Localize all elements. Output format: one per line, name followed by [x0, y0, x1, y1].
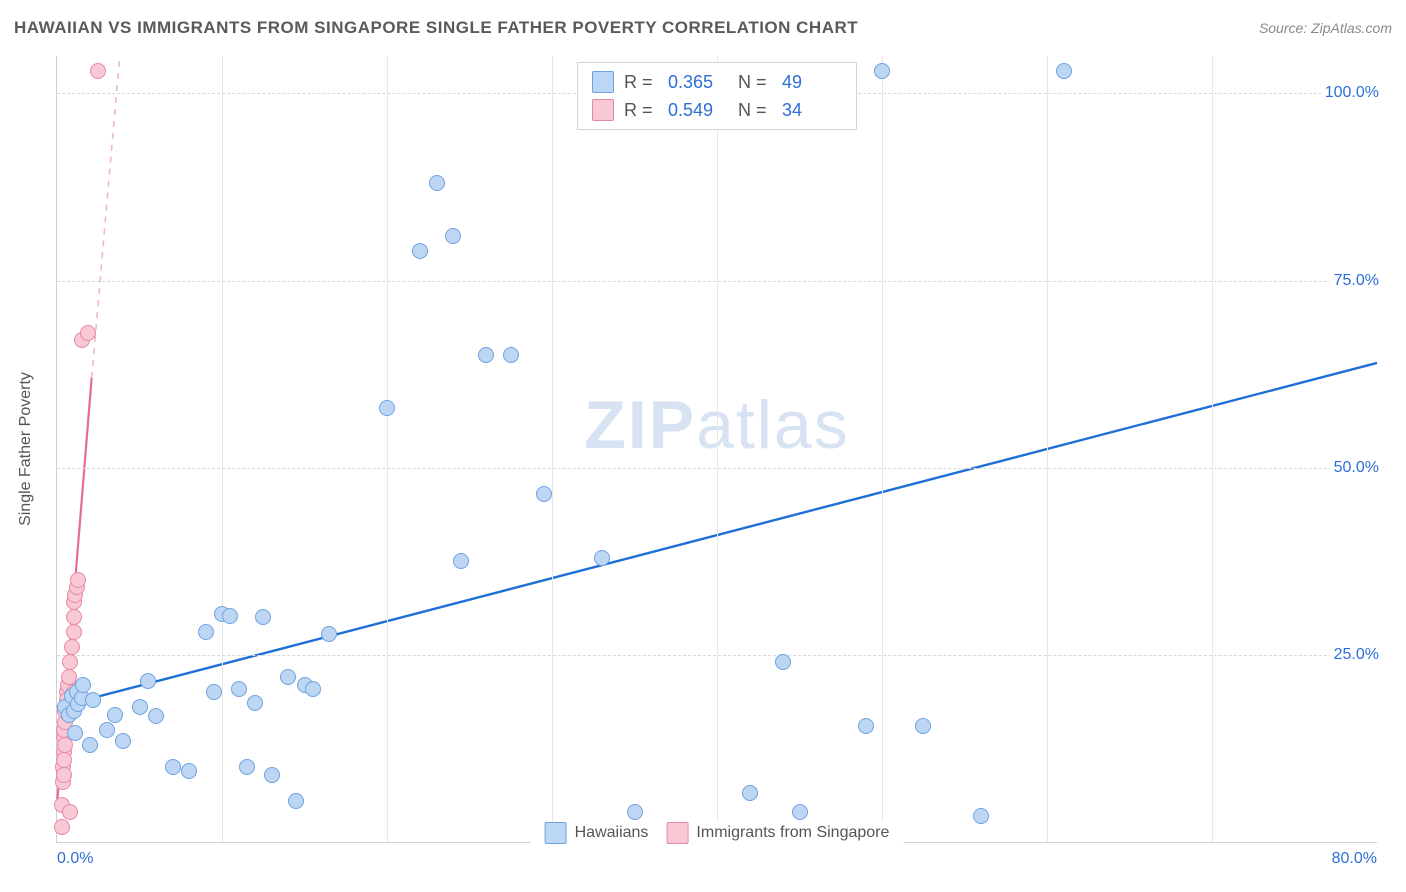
data-point — [536, 486, 552, 502]
legend-swatch — [592, 99, 614, 121]
y-axis-label: Single Father Poverty — [17, 372, 35, 526]
data-point — [858, 718, 874, 734]
data-point — [67, 725, 83, 741]
data-point — [379, 400, 395, 416]
source-label: Source: ZipAtlas.com — [1259, 20, 1392, 36]
y-axis-tick-label: 50.0% — [1330, 459, 1379, 477]
gridline-vertical — [1047, 56, 1048, 842]
gridline-vertical — [1212, 56, 1213, 842]
y-axis-tick-label: 100.0% — [1321, 84, 1379, 102]
data-point — [165, 759, 181, 775]
legend-label: Immigrants from Singapore — [696, 824, 889, 842]
y-axis-tick-label: 25.0% — [1330, 646, 1379, 664]
x-axis-min-label: 0.0% — [57, 850, 93, 868]
data-point — [478, 347, 494, 363]
series-legend: Hawaiians Immigrants from Singapore — [531, 822, 904, 844]
legend-swatch — [666, 822, 688, 844]
data-point — [321, 626, 337, 642]
data-point — [62, 654, 78, 670]
data-point — [627, 804, 643, 820]
legend-swatch — [592, 71, 614, 93]
gridline-vertical — [387, 56, 388, 842]
data-point — [90, 63, 106, 79]
data-point — [775, 654, 791, 670]
legend-row-singapore: R = 0.549 N = 34 — [592, 96, 842, 124]
data-point — [445, 228, 461, 244]
data-point — [305, 681, 321, 697]
data-point — [140, 673, 156, 689]
data-point — [231, 681, 247, 697]
data-point — [99, 722, 115, 738]
correlation-legend: R = 0.365 N = 49 R = 0.549 N = 34 — [577, 62, 857, 130]
scatter-plot: ZIPatlas R = 0.365 N = 49 R = 0.549 N = … — [56, 56, 1377, 843]
data-point — [82, 737, 98, 753]
data-point — [181, 763, 197, 779]
data-point — [198, 624, 214, 640]
data-point — [255, 609, 271, 625]
data-point — [62, 804, 78, 820]
data-point — [594, 550, 610, 566]
data-point — [280, 669, 296, 685]
data-point — [453, 553, 469, 569]
legend-item-hawaiians: Hawaiians — [545, 822, 649, 844]
data-point — [247, 695, 263, 711]
data-point — [792, 804, 808, 820]
gridline-vertical — [717, 56, 718, 842]
data-point — [54, 819, 70, 835]
data-point — [429, 175, 445, 191]
gridline-vertical — [882, 56, 883, 842]
data-point — [288, 793, 304, 809]
y-axis-tick-label: 75.0% — [1330, 272, 1379, 290]
data-point — [206, 684, 222, 700]
data-point — [973, 808, 989, 824]
legend-row-hawaiians: R = 0.365 N = 49 — [592, 68, 842, 96]
data-point — [61, 669, 77, 685]
data-point — [222, 608, 238, 624]
data-point — [503, 347, 519, 363]
data-point — [85, 692, 101, 708]
x-axis-max-label: 80.0% — [1332, 850, 1377, 868]
data-point — [915, 718, 931, 734]
page-title: HAWAIIAN VS IMMIGRANTS FROM SINGAPORE SI… — [14, 18, 858, 38]
data-point — [56, 767, 72, 783]
data-point — [70, 572, 86, 588]
data-point — [66, 624, 82, 640]
data-point — [148, 708, 164, 724]
data-point — [1056, 63, 1072, 79]
data-point — [874, 63, 890, 79]
data-point — [742, 785, 758, 801]
data-point — [132, 699, 148, 715]
data-point — [56, 752, 72, 768]
gridline-vertical — [552, 56, 553, 842]
data-point — [75, 677, 91, 693]
legend-item-singapore: Immigrants from Singapore — [666, 822, 889, 844]
data-point — [80, 325, 96, 341]
data-point — [264, 767, 280, 783]
data-point — [64, 639, 80, 655]
data-point — [66, 609, 82, 625]
legend-swatch — [545, 822, 567, 844]
legend-label: Hawaiians — [575, 824, 649, 842]
data-point — [107, 707, 123, 723]
data-point — [412, 243, 428, 259]
gridline-vertical — [222, 56, 223, 842]
data-point — [239, 759, 255, 775]
data-point — [115, 733, 131, 749]
